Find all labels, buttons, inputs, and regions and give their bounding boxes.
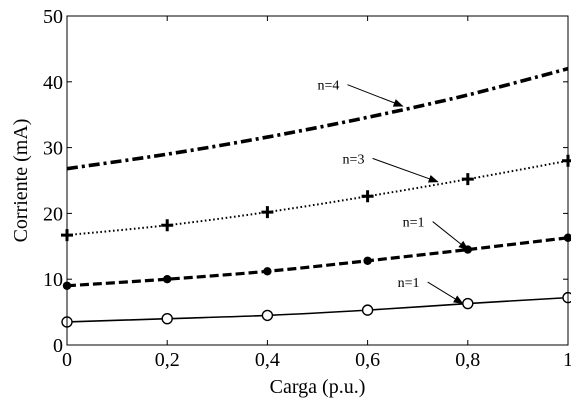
series-2-marker-6	[563, 233, 571, 242]
annotation-4: n=1	[398, 276, 464, 305]
series-4-line	[66, 66, 569, 171]
y-axis-label: Corriente (mA)	[10, 119, 32, 243]
annotation-arrow-2	[372, 157, 439, 183]
series-1-marker-6	[562, 291, 571, 304]
x-tick-label-2: 0,2	[155, 349, 180, 371]
x-tick-label-4: 0,6	[355, 349, 380, 371]
annotation-layer: n=4 n=3 n=1 n=1	[318, 79, 469, 305]
plot-area	[67, 16, 568, 345]
x-axis-label: Carga (p.u.)	[270, 376, 366, 398]
annotation-arrow-1	[347, 84, 404, 107]
series-1	[61, 291, 571, 328]
y-tick-label-5: 40	[43, 72, 63, 94]
x-tick-label-3: 0,4	[255, 349, 280, 371]
plot-frame	[66, 15, 569, 346]
y-tick-label-6: 50	[43, 6, 63, 28]
annotation-label-4: n=1	[398, 276, 420, 291]
series-3-line	[66, 159, 569, 237]
annotation-arrow-3	[432, 221, 469, 251]
series-3-marker-5	[461, 173, 474, 186]
annotation-label-1: n=4	[318, 79, 340, 94]
y-tick-label-4: 30	[43, 138, 63, 160]
x-tick-label-1: 0	[62, 349, 72, 371]
x-tick-label-5: 0,8	[455, 349, 480, 371]
annotation-label-2: n=3	[343, 152, 365, 167]
series-1-line	[66, 296, 569, 323]
annotation-3: n=1	[403, 216, 469, 251]
y-tick-label-1: 0	[53, 335, 63, 357]
x-tick-label-6: 1	[563, 349, 571, 371]
series-3-marker-3	[261, 206, 274, 219]
series-layer	[61, 66, 571, 328]
annotation-2: n=3	[343, 152, 439, 183]
series-2-marker-3	[263, 267, 272, 276]
series-1-marker-4	[361, 304, 374, 316]
series-3-marker-2	[161, 219, 174, 232]
series-1-marker-3	[261, 309, 274, 322]
series-4	[66, 66, 569, 171]
series-1-marker-5	[462, 297, 474, 310]
series-1-marker-2	[161, 312, 173, 325]
annotation-1: n=4	[318, 79, 404, 107]
series-2-line	[66, 236, 569, 288]
annotation-arrow-4	[427, 281, 464, 305]
series-2-marker-4	[363, 256, 372, 265]
y-tick-label-3: 20	[43, 203, 63, 225]
series-2-marker-2	[163, 275, 172, 284]
annotation-label-3: n=1	[403, 216, 425, 231]
y-tick-label-2: 10	[43, 269, 63, 291]
series-3-marker-4	[361, 190, 374, 203]
plot-background	[67, 16, 568, 345]
